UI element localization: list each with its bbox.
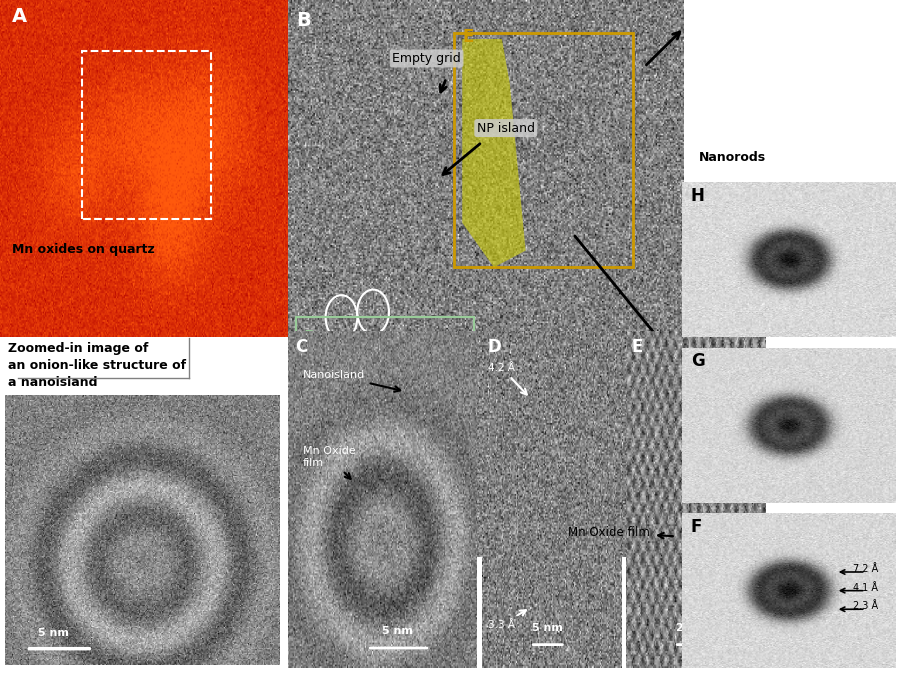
Text: Nanoisland: Nanoisland bbox=[699, 316, 778, 329]
Text: NP island: NP island bbox=[477, 122, 535, 134]
Text: H: H bbox=[690, 187, 705, 205]
Text: C: C bbox=[295, 338, 308, 356]
Text: Mn oxides on quartz: Mn oxides on quartz bbox=[12, 243, 155, 256]
Text: 4.1 Å: 4.1 Å bbox=[853, 583, 878, 593]
Text: F: F bbox=[690, 518, 702, 536]
Text: 5 nm: 5 nm bbox=[382, 626, 413, 637]
Bar bbox=[454, 34, 633, 267]
Text: A: A bbox=[12, 7, 27, 26]
Text: 4.2 Å: 4.2 Å bbox=[489, 363, 526, 395]
Text: D: D bbox=[487, 338, 500, 356]
Text: D: D bbox=[304, 329, 318, 346]
Text: 7.2 Å: 7.2 Å bbox=[853, 564, 878, 574]
Text: G: G bbox=[690, 352, 705, 371]
Text: 2.5 Å: 2.5 Å bbox=[726, 367, 752, 376]
Text: 2.2 Å: 2.2 Å bbox=[726, 410, 752, 420]
Text: Nanorods: Nanorods bbox=[699, 151, 767, 163]
Text: B: B bbox=[296, 11, 310, 30]
Text: 2.3 Å: 2.3 Å bbox=[853, 601, 878, 612]
Text: Nanoisland: Nanoisland bbox=[303, 370, 400, 392]
Text: Zoomed-in image of
an onion-like structure of
a nanoisland: Zoomed-in image of an onion-like structu… bbox=[8, 342, 186, 389]
Text: Mn Oxide
film: Mn Oxide film bbox=[303, 446, 356, 479]
Bar bbox=[296, 317, 474, 529]
Text: 5 nm: 5 nm bbox=[39, 628, 69, 638]
Text: E: E bbox=[463, 28, 473, 46]
Text: 5 nm: 5 nm bbox=[532, 623, 562, 633]
Polygon shape bbox=[463, 39, 526, 267]
Text: 10 nm: 10 nm bbox=[554, 493, 592, 503]
Text: 3.3 Å: 3.3 Å bbox=[489, 610, 526, 630]
Text: Particle
grains: Particle grains bbox=[284, 343, 338, 381]
Text: E: E bbox=[631, 338, 643, 356]
Text: Empty grid: Empty grid bbox=[392, 52, 461, 65]
Text: Mn Oxide film: Mn Oxide film bbox=[568, 526, 673, 539]
Text: 2 nm: 2 nm bbox=[676, 623, 706, 633]
